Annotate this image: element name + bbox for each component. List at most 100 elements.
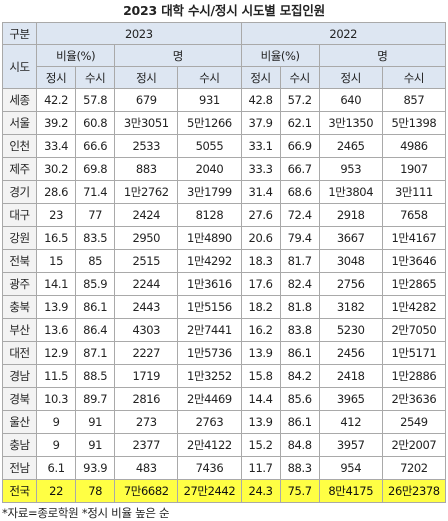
region-cell: 대전 [1,341,38,365]
value-cell: 1만4167 [381,226,447,250]
value-cell: 679 [114,88,179,112]
value-cell: 86.1 [279,341,320,365]
region-cell: 제주 [1,157,38,181]
value-cell: 78 [75,479,116,503]
table-row: 충북 13.9 86.1 2443 1만5156 18.2 81.8 3182 1만4282 [1,295,447,319]
header-jeongsi: 정시 [114,66,179,89]
value-cell: 15.8 [240,364,281,388]
value-cell: 1만4282 [381,295,447,319]
value-cell: 4303 [114,318,179,342]
value-cell: 412 [318,410,383,434]
value-cell: 2만7050 [381,318,447,342]
value-cell: 1719 [114,364,179,388]
header-count-2023: 명 [114,44,242,67]
value-cell: 31.4 [240,180,281,204]
value-cell: 1만2886 [381,364,447,388]
value-cell: 57.8 [75,88,116,112]
value-cell: 7202 [381,456,447,480]
value-cell: 17.6 [240,272,281,296]
value-cell: 42.8 [240,88,281,112]
value-cell: 16.5 [36,226,77,250]
header-jeongsi: 정시 [240,66,281,89]
header-year-2022: 2022 [240,22,447,45]
value-cell: 7만6682 [114,479,179,503]
header-susi: 수시 [381,66,447,89]
value-cell: 85 [75,249,116,273]
value-cell: 2918 [318,203,383,227]
value-cell: 2465 [318,134,383,158]
value-cell: 3만1799 [177,180,242,204]
value-cell: 5만1266 [177,111,242,135]
total-row: 전국 22 78 7만6682 27만2442 24.3 75.7 8만4175 26만2378 [1,479,447,503]
region-cell: 대구 [1,203,38,227]
value-cell: 84.2 [279,364,320,388]
header-row-group: 시도 비율(%) 명 비율(%) 명 [1,44,447,89]
value-cell: 33.1 [240,134,281,158]
region-cell: 전국 [1,479,38,503]
header-susi: 수시 [75,66,116,89]
value-cell: 1907 [381,157,447,181]
value-cell: 69.8 [75,157,116,181]
value-cell: 27.6 [240,203,281,227]
value-cell: 12.9 [36,341,77,365]
value-cell: 88.5 [75,364,116,388]
table-row: 부산 13.6 86.4 4303 2만7441 16.2 83.8 5230 2만7050 [1,318,447,342]
value-cell: 75.7 [279,479,320,503]
value-cell: 953 [318,157,383,181]
value-cell: 66.7 [279,157,320,181]
value-cell: 93.9 [75,456,116,480]
value-cell: 2만4469 [177,387,242,411]
value-cell: 91 [75,410,116,434]
value-cell: 84.8 [279,433,320,457]
value-cell: 640 [318,88,383,112]
value-cell: 2763 [177,410,242,434]
value-cell: 81.8 [279,295,320,319]
value-cell: 18.3 [240,249,281,273]
value-cell: 9 [36,410,77,434]
table-row: 충남 9 91 2377 2만4122 15.2 84.8 3957 2만2007 [1,433,447,457]
table-row: 경기 28.6 71.4 1만2762 3만1799 31.4 68.6 1만3804 3만11… [1,180,447,204]
header-ratio-2023: 비율(%) [36,44,116,67]
value-cell: 1만4890 [177,226,242,250]
value-cell: 14.4 [240,387,281,411]
value-cell: 15 [36,249,77,273]
region-cell: 충북 [1,295,38,319]
header-count-2022: 명 [318,44,447,67]
value-cell: 1만3616 [177,272,242,296]
value-cell: 8128 [177,203,242,227]
value-cell: 2만3636 [381,387,447,411]
value-cell: 3965 [318,387,383,411]
table-row: 세종 42.2 57.8 679 931 42.8 57.2 640 857 [1,88,447,112]
value-cell: 1만2865 [381,272,447,296]
table-row: 전북 15 85 2515 1만4292 18.3 81.7 3048 1만3646 [1,249,447,273]
value-cell: 1만3804 [318,180,383,204]
value-cell: 3182 [318,295,383,319]
value-cell: 68.6 [279,180,320,204]
region-cell: 전남 [1,456,38,480]
value-cell: 2950 [114,226,179,250]
region-cell: 충남 [1,433,38,457]
header-year-2023: 2023 [36,22,242,45]
value-cell: 62.1 [279,111,320,135]
value-cell: 23 [36,203,77,227]
value-cell: 13.9 [240,341,281,365]
header-sido: 시도 [1,44,38,89]
region-cell: 전북 [1,249,38,273]
value-cell: 88.3 [279,456,320,480]
value-cell: 6.1 [36,456,77,480]
value-cell: 483 [114,456,179,480]
table-row: 제주 30.2 69.8 883 2040 33.3 66.7 953 1907 [1,157,447,181]
value-cell: 8만4175 [318,479,383,503]
table-row: 인천 33.4 66.6 2533 5055 33.1 66.9 2465 4986 [1,134,447,158]
table-row: 대전 12.9 87.1 2227 1만5736 13.9 86.1 2456 1만5171 [1,341,447,365]
value-cell: 5만1398 [381,111,447,135]
value-cell: 3667 [318,226,383,250]
value-cell: 4986 [381,134,447,158]
table-row: 대구 23 77 2424 8128 27.6 72.4 2918 7658 [1,203,447,227]
value-cell: 18.2 [240,295,281,319]
value-cell: 2533 [114,134,179,158]
region-cell: 경기 [1,180,38,204]
value-cell: 1만2762 [114,180,179,204]
value-cell: 83.8 [279,318,320,342]
admissions-table: 구분 2023 2022 시도 비율(%) 명 비율(%) 명 정시 수시 정시… [1,22,447,503]
